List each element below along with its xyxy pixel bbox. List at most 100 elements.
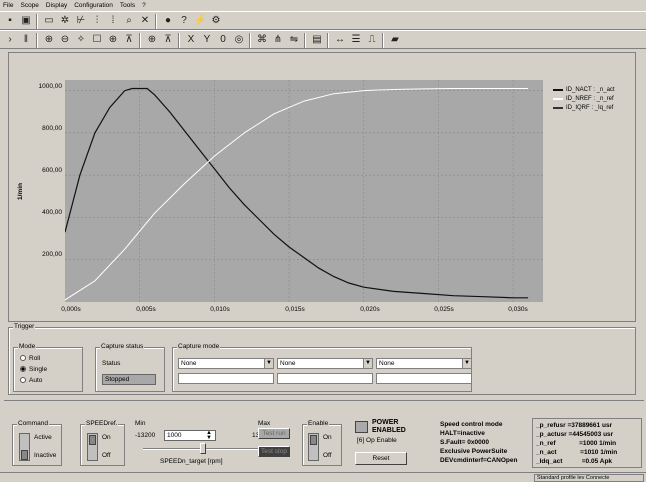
legend-item[interactable]: ID_NACT : _n_act bbox=[553, 86, 615, 94]
crosshair-icon[interactable]: ⊕ bbox=[108, 34, 118, 45]
enable-group: Enable On Off bbox=[302, 420, 342, 466]
cursor-y-icon[interactable]: ⊼ bbox=[164, 34, 172, 45]
speedref-switch[interactable] bbox=[87, 433, 98, 461]
menu-configuration[interactable]: Configuration bbox=[74, 2, 113, 9]
compare-icon[interactable]: ⇋ bbox=[289, 34, 299, 45]
menu-file[interactable]: File bbox=[3, 2, 14, 9]
x-tick-label: 0,005s bbox=[136, 306, 156, 313]
menu-help[interactable]: ? bbox=[142, 2, 146, 9]
radio-label: Auto bbox=[29, 377, 43, 384]
min-value: -13200 bbox=[135, 432, 156, 439]
capture-status-title: Capture status bbox=[100, 343, 145, 351]
window-icon[interactable]: ▭ bbox=[44, 15, 54, 26]
spin-arrows-icon[interactable]: ▲ ▼ bbox=[206, 430, 212, 441]
menu-display[interactable]: Display bbox=[45, 2, 68, 9]
legend-swatch bbox=[553, 107, 563, 109]
legend-item[interactable]: ID_NREF : _n_ref bbox=[553, 95, 614, 103]
document-icon[interactable]: ▤ bbox=[312, 34, 322, 45]
chevron-down-icon[interactable]: ▼ bbox=[462, 359, 471, 368]
readout-value: =1000 bbox=[579, 440, 598, 447]
command-switch[interactable] bbox=[19, 433, 30, 461]
marker-icon[interactable]: ↔ bbox=[335, 34, 345, 45]
export-icon[interactable]: ▰ bbox=[391, 34, 399, 45]
settings-icon[interactable]: ✲ bbox=[60, 15, 70, 26]
toolbar-separator bbox=[304, 33, 306, 48]
zoom-icon[interactable]: ⌕ bbox=[126, 15, 132, 26]
capture-value-field-2[interactable] bbox=[277, 373, 373, 384]
toolbar-separator bbox=[155, 14, 157, 29]
capture-mode-select-1[interactable]: None ▼ bbox=[178, 358, 274, 369]
radio-auto[interactable]: Auto bbox=[20, 376, 42, 385]
speedref-off-label: Off bbox=[102, 452, 111, 459]
toolbar-main: ▪ ▣ ▭ ✲ ⊬ ⫶ ⁞ ⌕ ✕ ● ? ⚡ ⚙ bbox=[0, 11, 646, 30]
help-icon[interactable]: ? bbox=[181, 15, 187, 26]
zoom-out-icon[interactable]: ⊖ bbox=[60, 34, 70, 45]
step-icon[interactable]: ⎍ bbox=[368, 34, 376, 45]
axis-y-icon[interactable]: Y bbox=[203, 34, 211, 45]
capture-value-field-3[interactable] bbox=[376, 373, 472, 384]
menu-bar: File Scope Display Configuration Tools? bbox=[0, 0, 646, 11]
legend-label: ID_IQRF : _Iq_ref bbox=[566, 105, 614, 111]
select-value: None bbox=[280, 360, 296, 367]
menu-scope[interactable]: Scope bbox=[20, 2, 39, 9]
status-line: S.Fault= 0x0000 bbox=[440, 439, 489, 446]
play-icon[interactable]: › bbox=[8, 34, 12, 45]
readout-name: _Idq_act bbox=[536, 458, 563, 465]
x-tick-label: 0,000s bbox=[61, 306, 81, 313]
speedref-title: SPEEDref. bbox=[85, 420, 119, 428]
series-line-1 bbox=[65, 87, 529, 299]
save-icon[interactable]: ▪ bbox=[8, 15, 12, 26]
lock-icon[interactable]: ● bbox=[164, 15, 172, 26]
bars-icon[interactable]: ⫶ bbox=[95, 15, 99, 26]
x-tick-label: 0,010s bbox=[210, 306, 230, 313]
cursor-x-icon[interactable]: ⊕ bbox=[147, 34, 157, 45]
enable-on-label: On bbox=[323, 434, 332, 441]
chevron-down-icon[interactable]: ▼ bbox=[264, 359, 273, 368]
test-run-button[interactable]: Test run bbox=[258, 428, 290, 439]
legend-item[interactable]: ID_IQRF : _Iq_ref bbox=[553, 104, 613, 112]
select-value: None bbox=[181, 360, 197, 367]
fft-icon[interactable]: ⌘ bbox=[257, 34, 267, 45]
cursor-icon[interactable]: ⁞ bbox=[111, 15, 115, 26]
readout-value: =1010 bbox=[580, 449, 599, 456]
max-label: Max bbox=[258, 420, 271, 427]
y-tick-label: 1000,00 bbox=[38, 83, 63, 90]
capture-value-field-1[interactable] bbox=[178, 373, 274, 384]
mode-group: Mode Roll Single Auto bbox=[13, 343, 83, 392]
speed-slider-thumb[interactable] bbox=[200, 443, 206, 454]
math-icon[interactable]: ⋔ bbox=[273, 34, 283, 45]
scale-icon[interactable]: ◎ bbox=[234, 34, 244, 45]
test-stop-button[interactable]: Test stop bbox=[258, 446, 290, 457]
legend-label: ID_NREF : _n_ref bbox=[566, 96, 614, 102]
enable-switch[interactable] bbox=[308, 433, 319, 461]
command-group: Command Active Inactive bbox=[12, 420, 62, 466]
menu-tools[interactable]: Tools bbox=[119, 2, 136, 9]
disconnect-icon[interactable]: ⚙ bbox=[211, 15, 221, 26]
connect-icon[interactable]: ⚡ bbox=[193, 15, 207, 26]
offset-icon[interactable]: 0 bbox=[220, 34, 226, 45]
print-icon[interactable]: ▣ bbox=[21, 15, 31, 26]
radio-single[interactable]: Single bbox=[20, 365, 47, 374]
toolbar-scope: › ‖ ⊕ ⊖ ✧ ☐ ⊕ ⊼ ⊕ ⊼ X Y 0 ◎ ⌘ ⋔ ⇋ ▤ ↔ ☰ … bbox=[0, 30, 646, 49]
zoom-box-icon[interactable]: ☐ bbox=[92, 34, 102, 45]
speed-target-input[interactable]: 1000 bbox=[164, 430, 216, 441]
scope-icon[interactable]: ⊬ bbox=[76, 15, 86, 26]
axis-x-icon[interactable]: X bbox=[187, 34, 195, 45]
reset-button[interactable]: Reset bbox=[355, 452, 407, 465]
zoom-fit-icon[interactable]: ✧ bbox=[76, 34, 86, 45]
chevron-down-icon[interactable]: ▼ bbox=[363, 359, 372, 368]
x-tick-label: 0,025s bbox=[434, 306, 454, 313]
legend-swatch bbox=[553, 89, 563, 91]
capture-mode-select-3[interactable]: None ▼ bbox=[376, 358, 472, 369]
enable-title: Enable bbox=[307, 420, 330, 428]
pause-icon[interactable]: ‖ bbox=[23, 34, 29, 45]
capture-mode-select-2[interactable]: None ▼ bbox=[277, 358, 373, 369]
radio-roll[interactable]: Roll bbox=[20, 354, 40, 363]
list-icon[interactable]: ☰ bbox=[351, 34, 361, 45]
tools-icon[interactable]: ✕ bbox=[140, 15, 150, 26]
zoom-in-icon[interactable]: ⊕ bbox=[44, 34, 54, 45]
power-indicator-icon bbox=[355, 421, 368, 433]
center-icon[interactable]: ⊼ bbox=[125, 34, 133, 45]
op-enable-label: [6] Op Enable bbox=[357, 437, 397, 444]
readout-name: _n_act bbox=[536, 449, 557, 456]
